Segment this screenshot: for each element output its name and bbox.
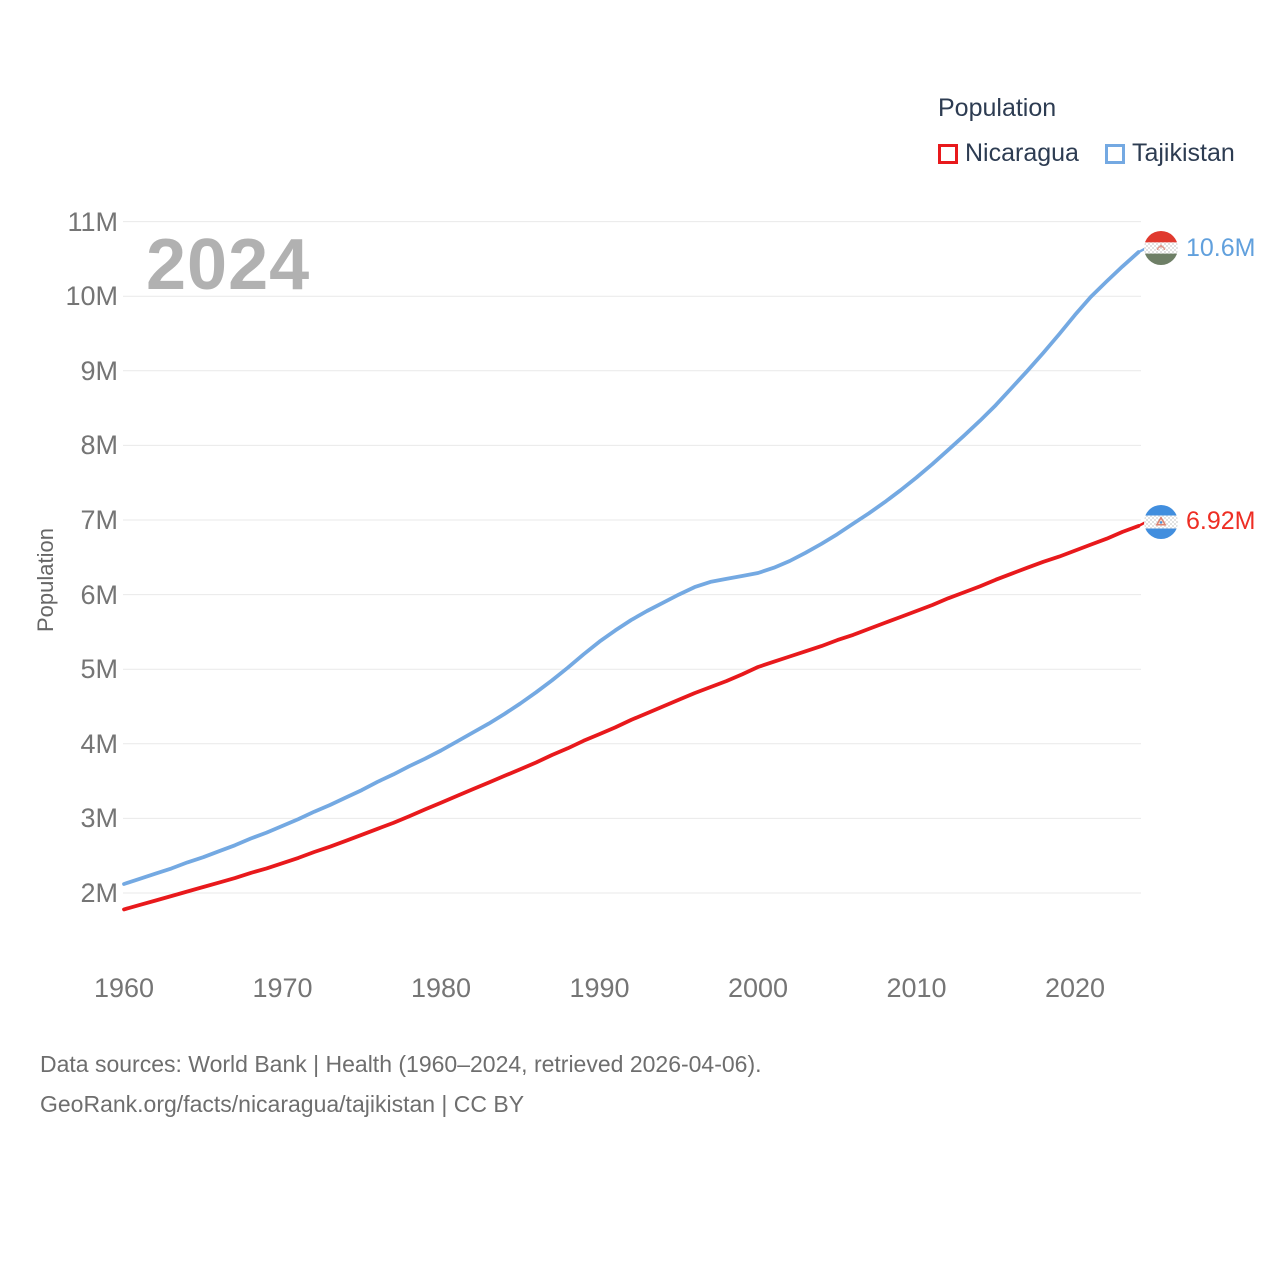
- x-axis-tick: 1960: [93, 973, 155, 1003]
- y-axis-tick: 8M: [80, 430, 118, 461]
- y-axis-tick: 6M: [80, 579, 118, 610]
- tajikistan-swatch-icon: [1104, 143, 1125, 164]
- y-axis-tick: 10M: [65, 281, 118, 312]
- x-axis-tick: 2010: [886, 973, 947, 1003]
- y-axis-tick: 7M: [80, 505, 118, 535]
- legend-item-nicaragua[interactable]: Nicaragua: [938, 139, 1079, 168]
- nicaragua-flag-icon: [1144, 504, 1178, 539]
- y-axis-tick: 5M: [80, 654, 118, 685]
- legend-item-tajikistan[interactable]: Tajikistan: [1104, 139, 1235, 168]
- y-axis-tick: 11M: [67, 206, 118, 237]
- legend-items: Nicaragua Tajikistan: [938, 139, 1235, 168]
- y-axis-tick: 9M: [80, 355, 118, 386]
- nicaragua-value-label: 6.92M: [1186, 507, 1256, 536]
- legend-item-label: Nicaragua: [965, 139, 1079, 167]
- x-axis-tick: 1990: [569, 973, 630, 1003]
- y-axis-tick: 3M: [80, 803, 118, 834]
- x-axis-tick: 1980: [410, 973, 472, 1003]
- y-axis-tick: 4M: [80, 728, 118, 759]
- footer-attribution-line: GeoRank.org/facts/nicaragua/tajikistan |…: [40, 1091, 525, 1117]
- nicaragua-swatch-icon: [938, 143, 958, 164]
- tajikistan-flag-icon: [1144, 231, 1178, 266]
- footer: Data sources: World Bank | Health (1960–…: [40, 1044, 762, 1124]
- legend-title: Population: [938, 94, 1057, 122]
- year-watermark: 2024: [146, 225, 311, 305]
- x-axis-tick: 2020: [1044, 973, 1106, 1003]
- legend-item-label: Tajikistan: [1131, 139, 1235, 167]
- legend: Population Nicaragua Tajikistan: [938, 94, 1235, 168]
- tajikistan-end-label: 10.6M: [1144, 227, 1255, 269]
- footer-sources-line: Data sources: World Bank | Health (1960–…: [40, 1051, 762, 1077]
- y-axis-tick: 2M: [80, 878, 118, 908]
- x-axis-tick: 2000: [727, 973, 789, 1003]
- nicaragua-line[interactable]: [122, 524, 1141, 912]
- nicaragua-end-label: 6.92M: [1144, 501, 1255, 543]
- tajikistan-value-label: 10.6M: [1186, 233, 1256, 262]
- x-axis-tick: 1970: [252, 973, 313, 1003]
- tajikistan-line[interactable]: [122, 250, 1141, 886]
